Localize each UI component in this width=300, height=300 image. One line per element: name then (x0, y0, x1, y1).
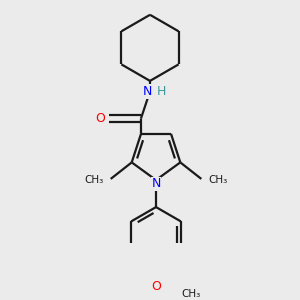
Text: CH₃: CH₃ (181, 289, 200, 299)
Text: O: O (95, 112, 105, 125)
Text: H: H (157, 85, 166, 98)
Text: N: N (143, 85, 152, 98)
Text: O: O (151, 280, 161, 293)
Text: N: N (151, 177, 161, 190)
Text: CH₃: CH₃ (85, 176, 104, 185)
Text: CH₃: CH₃ (208, 176, 227, 185)
